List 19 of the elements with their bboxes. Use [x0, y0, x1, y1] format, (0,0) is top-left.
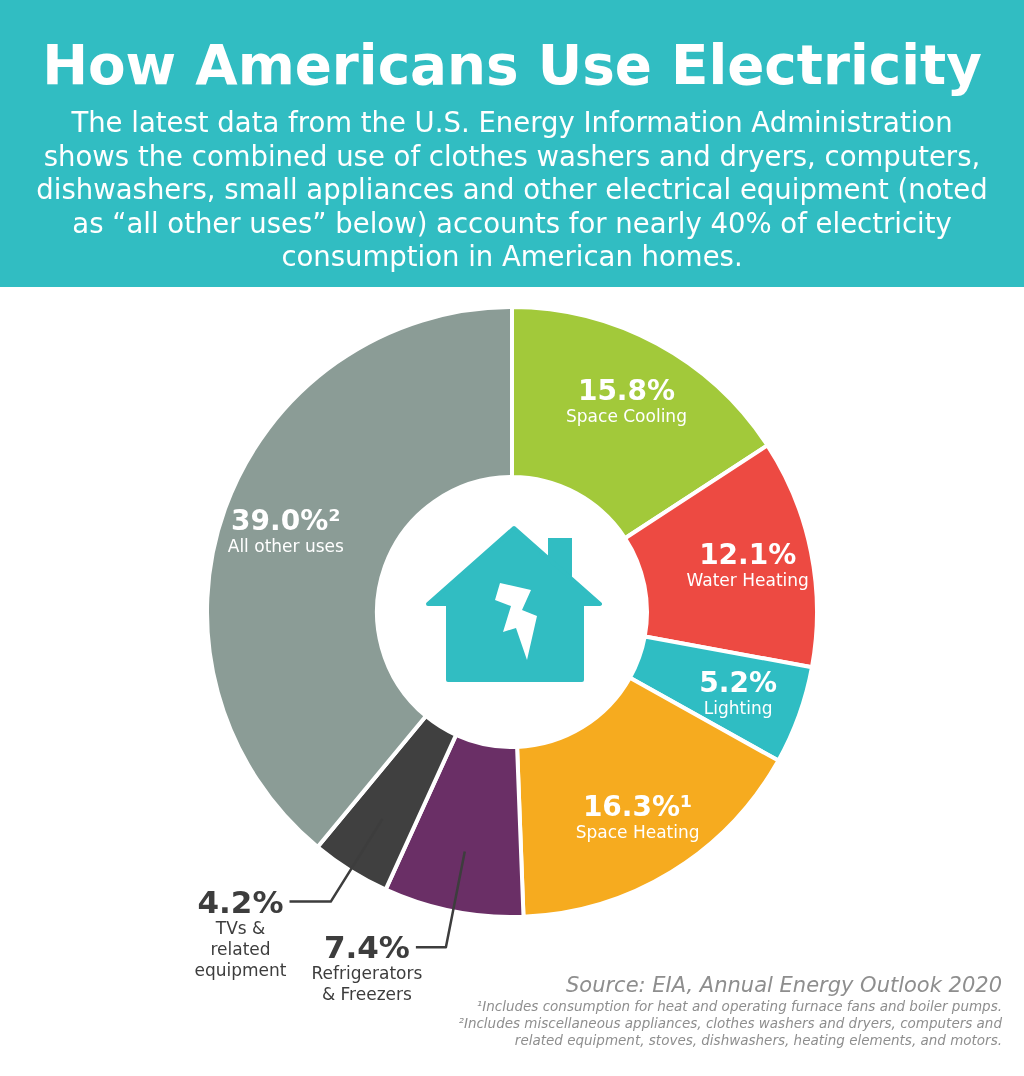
slice-label: Space Heating	[575, 821, 700, 842]
source-note: Source: EIA, Annual Energy Outlook 2020	[565, 973, 1002, 997]
data-label: 7.4%	[323, 929, 410, 966]
data-label: 15.8%	[577, 373, 676, 407]
data-label: 5.2%	[699, 666, 778, 700]
slice-label: Lighting	[703, 698, 773, 719]
data-label: 16.3%¹	[582, 789, 693, 823]
text: ¹Includes consumption for heat and operating furnace fans and boiler pumps.	[476, 998, 1002, 1014]
slice-label: Refrigerators & Freezers	[311, 963, 423, 1005]
slice-label: All other uses	[227, 535, 345, 556]
data-label: 39.0%²	[231, 503, 341, 537]
chart-subtitle: The latest data from the U.S. Energy Information Administration shows the combined use of clothes washers and dryers, computers, dishwashers, small appliances and other electrical equipment (noted as “all other uses” below) accounts for nearly 40% of electricity consumption in American homes.	[36, 106, 988, 272]
chart-title: How Americans Use Electricity	[42, 33, 982, 97]
slice-label: Space Cooling	[566, 405, 687, 426]
text: ²Includes miscellaneous appliances, clothes washers and dryers, computers and related equipment, stoves, dishwashers, heating elements, and motors.	[458, 1015, 1003, 1048]
slice-label: TVs & related equipment	[194, 917, 287, 980]
data-label: 12.1%	[699, 537, 797, 571]
data-label: 4.2%	[197, 883, 284, 920]
slice-label: Water Heating	[686, 569, 809, 590]
